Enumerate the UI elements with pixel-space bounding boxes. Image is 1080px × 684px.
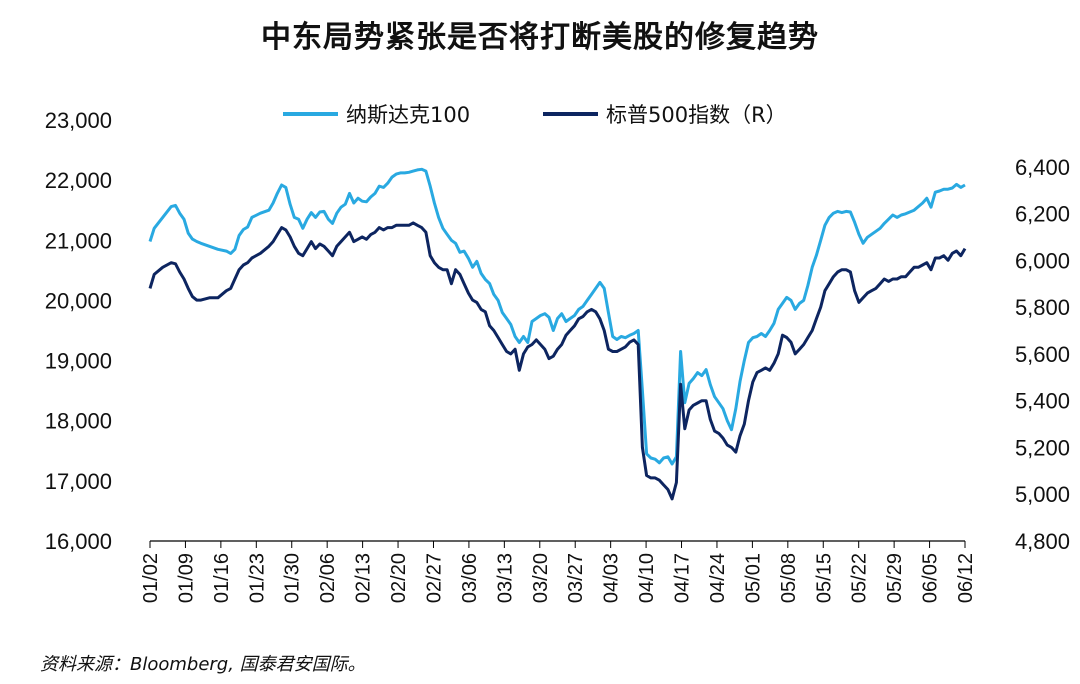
left-tick-label: 19,000: [45, 349, 112, 374]
left-tick-label: 23,000: [45, 108, 112, 133]
x-tick-label: 04/03: [601, 553, 623, 603]
x-tick-label: 02/20: [388, 553, 410, 603]
x-tick-label: 02/27: [423, 553, 445, 603]
x-tick-label: 05/29: [884, 553, 906, 603]
x-tick-label: 05/08: [778, 553, 800, 603]
right-tick-label: 5,200: [1015, 435, 1070, 460]
axes: 16,000 17,000 18,000 19,000 20,000 21,000 22,0…: [45, 108, 1070, 603]
x-tick-label: 04/10: [636, 553, 658, 603]
left-tick-label: 20,000: [45, 288, 112, 313]
right-tick-label: 5,000: [1015, 482, 1070, 507]
x-tick-label: 04/17: [672, 553, 694, 603]
series-line-spx: [148, 221, 967, 501]
x-tick-label: 04/24: [707, 553, 729, 603]
legend-label-spx: 标普500指数（R）: [606, 103, 787, 127]
right-tick-label: 6,000: [1015, 248, 1070, 273]
left-tick-label: 22,000: [45, 168, 112, 193]
right-tick-label: 4,800: [1015, 529, 1070, 554]
x-tick-label: 01/16: [211, 553, 233, 603]
left-tick-label: 16,000: [45, 529, 112, 554]
right-tick-label: 5,600: [1015, 342, 1070, 367]
x-tick-label: 03/06: [459, 553, 481, 603]
x-tick-label: 06/12: [955, 553, 977, 603]
series-layer: [148, 167, 967, 501]
x-tick-label: 01/09: [175, 553, 197, 603]
legend: 纳斯达克100 标普500指数（R）: [283, 103, 787, 127]
left-tick-label: 17,000: [45, 469, 112, 494]
series-line-nasdaq: [148, 167, 966, 466]
right-tick-label: 5,400: [1015, 389, 1070, 414]
source-note: 资料来源：Bloomberg, 国泰君安国际。: [40, 654, 366, 675]
x-tick-label: 03/20: [530, 553, 552, 603]
legend-label-nasdaq: 纳斯达克100: [346, 103, 470, 127]
x-tick-label: 01/02: [140, 553, 162, 603]
x-tick-label: 05/01: [742, 553, 764, 603]
right-tick-label: 6,400: [1015, 155, 1070, 180]
left-tick-label: 18,000: [45, 409, 112, 434]
left-tick-label: 21,000: [45, 228, 112, 253]
x-tick-label: 06/05: [920, 553, 942, 603]
right-tick-label: 5,800: [1015, 295, 1070, 320]
x-tick-label: 02/13: [353, 553, 375, 603]
x-tick-label: 01/30: [282, 553, 304, 603]
right-tick-label: 6,200: [1015, 202, 1070, 227]
x-tick-label: 05/15: [813, 553, 835, 603]
x-tick-label: 01/23: [246, 553, 268, 603]
x-tick-label: 05/22: [849, 553, 871, 603]
x-tick-label: 03/27: [565, 553, 587, 603]
x-tick-label: 03/13: [494, 553, 516, 603]
x-tick-label: 02/06: [317, 553, 339, 603]
chart-title: 中东局势紧张是否将打断美股的修复趋势: [261, 20, 819, 55]
